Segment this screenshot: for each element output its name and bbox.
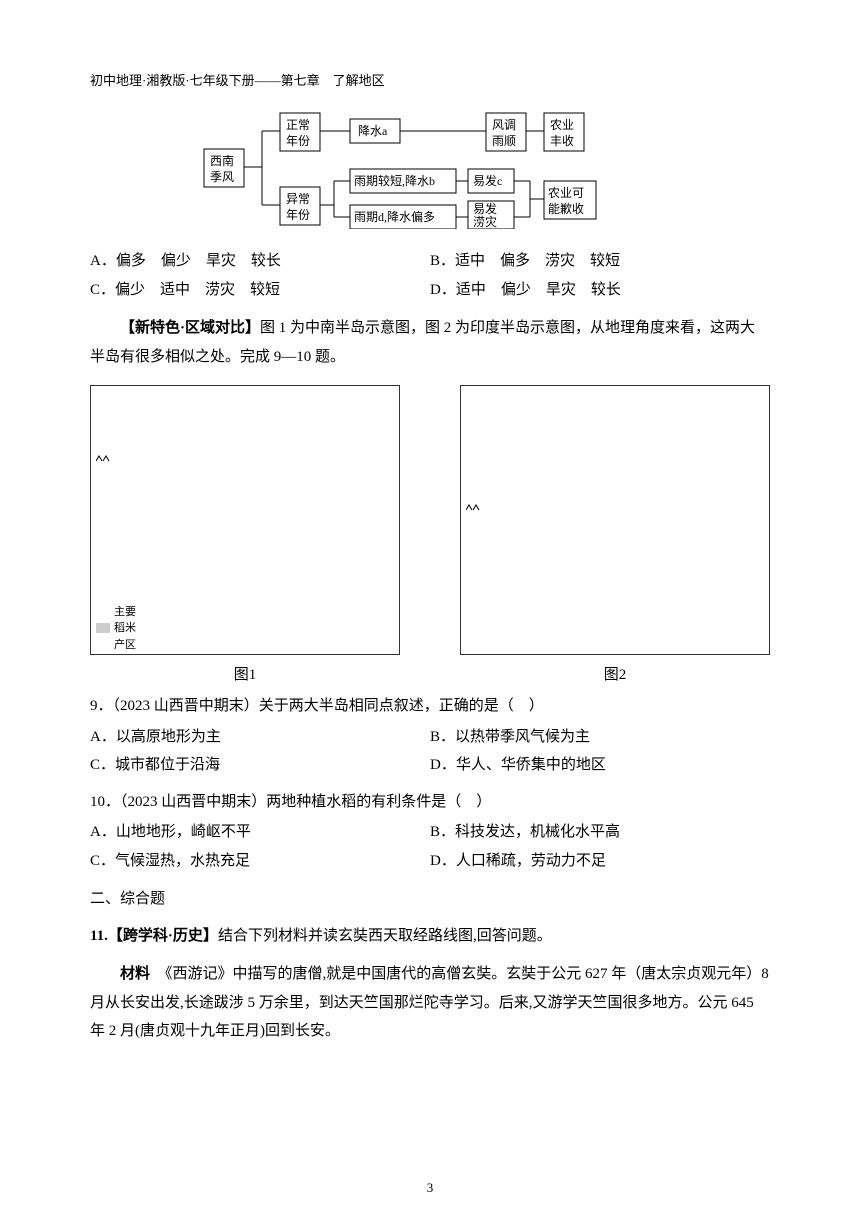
q9-opt-b: B．以热带季风气候为主 [430, 723, 770, 752]
q10-opt-d: D．人口稀疏，劳动力不足 [430, 847, 770, 876]
compare-intro-bold: 【新特色·区域对比】 [120, 320, 260, 336]
q10-opt-b: B．科技发达，机械化水平高 [430, 818, 770, 847]
page-number: 3 [0, 1180, 860, 1196]
fc-root-l2: 季风 [210, 170, 234, 184]
svg-text:正常: 正常 [286, 118, 310, 132]
q10-options: A．山地地形，崎岖不平 B．科技发达，机械化水平高 C．气候湿热，水热充足 D．… [90, 818, 770, 875]
svg-text:年份: 年份 [286, 208, 310, 222]
q10-stem: 10．（2023 山西晋中期末）两地种植水稻的有利条件是（ ） [90, 788, 770, 817]
q11-material-text: 《西游记》中描写的唐僧,就是中国唐代的高僧玄奘。玄奘于公元 627 年（唐太宗贞… [90, 966, 769, 1039]
q11-material: 材料 《西游记》中描写的唐僧,就是中国唐代的高僧玄奘。玄奘于公元 627 年（唐… [90, 960, 770, 1046]
svg-text:风调: 风调 [492, 118, 516, 132]
q8-opt-a: A．偏多 偏少 旱灾 较长 [90, 247, 430, 276]
q10-opt-c: C．气候湿热，水热充足 [90, 847, 430, 876]
svg-text:丰收: 丰收 [550, 134, 574, 148]
q11-stem-bold: 11.【跨学科·历史】 [90, 928, 218, 944]
svg-text:降水a: 降水a [358, 124, 388, 138]
svg-text:农业: 农业 [550, 118, 574, 132]
svg-text:农业可: 农业可 [548, 186, 584, 200]
svg-text:雨期d,降水偏多: 雨期d,降水偏多 [354, 209, 435, 224]
svg-text:雨顺: 雨顺 [492, 134, 516, 148]
q11-stem-text: 结合下列材料并读玄奘西天取经路线图,回答问题。 [218, 928, 552, 944]
q9-options: A．以高原地形为主 B．以热带季风气候为主 C．城市都位于沿海 D．华人、华侨集… [90, 723, 770, 780]
svg-text:涝灾: 涝灾 [473, 214, 497, 229]
q9-stem: 9．（2023 山西晋中期末）关于两大半岛相同点叙述，正确的是（ ） [90, 692, 770, 721]
q9-opt-c: C．城市都位于沿海 [90, 751, 430, 780]
q8-opt-c: C．偏少 适中 涝灾 较短 [90, 276, 430, 305]
svg-text:易发c: 易发c [473, 173, 502, 188]
fc-root-l1: 西南 [210, 153, 234, 168]
q11-stem: 11.【跨学科·历史】结合下列材料并读玄奘西天取经路线图,回答问题。 [90, 922, 770, 951]
svg-text:易发: 易发 [473, 201, 497, 216]
q11-material-label: 材料 [120, 966, 150, 982]
page-header: 初中地理·湘教版·七年级下册——第七章 了解地区 [90, 70, 770, 89]
map2: 北回归线 恒河 主要稻米产区 图例 首都 城市 河流 山脉 [460, 385, 770, 655]
svg-text:能歉收: 能歉收 [548, 202, 584, 216]
map1: 100° 中华人民共和国 北回归线 20° 10° 伊 洛 瓦 底 江 湄 公 … [90, 385, 400, 655]
q10-opt-a: A．山地地形，崎岖不平 [90, 818, 430, 847]
section-2-heading: 二、综合题 [90, 885, 770, 914]
q8-options: A．偏多 偏少 旱灾 较长 B．适中 偏多 涝灾 较短 C．偏少 适中 涝灾 较… [90, 247, 770, 304]
q9-opt-a: A．以高原地形为主 [90, 723, 430, 752]
q8-opt-b: B．适中 偏多 涝灾 较短 [430, 247, 770, 276]
map1-legend-rice: 主要 稻米 产区 [114, 604, 136, 654]
maps-row: 100° 中华人民共和国 北回归线 20° 10° 伊 洛 瓦 底 江 湄 公 … [90, 385, 770, 684]
svg-text:雨期较短,降水b: 雨期较短,降水b [354, 173, 435, 188]
compare-intro: 【新特色·区域对比】图 1 为中南半岛示意图，图 2 为印度半岛示意图，从地理角… [90, 314, 770, 371]
q8-flowchart: 西南 季风 正常 年份 降水a 风调 雨顺 农业 丰收 异常 年份 雨期较短,降… [90, 109, 770, 229]
q9-opt-d: D．华人、华侨集中的地区 [430, 751, 770, 780]
svg-text:异常: 异常 [286, 192, 310, 206]
map1-caption: 图1 [234, 663, 257, 684]
map2-caption: 图2 [604, 663, 627, 684]
svg-text:年份: 年份 [286, 134, 310, 148]
q8-opt-d: D．适中 偏少 旱灾 较长 [430, 276, 770, 305]
